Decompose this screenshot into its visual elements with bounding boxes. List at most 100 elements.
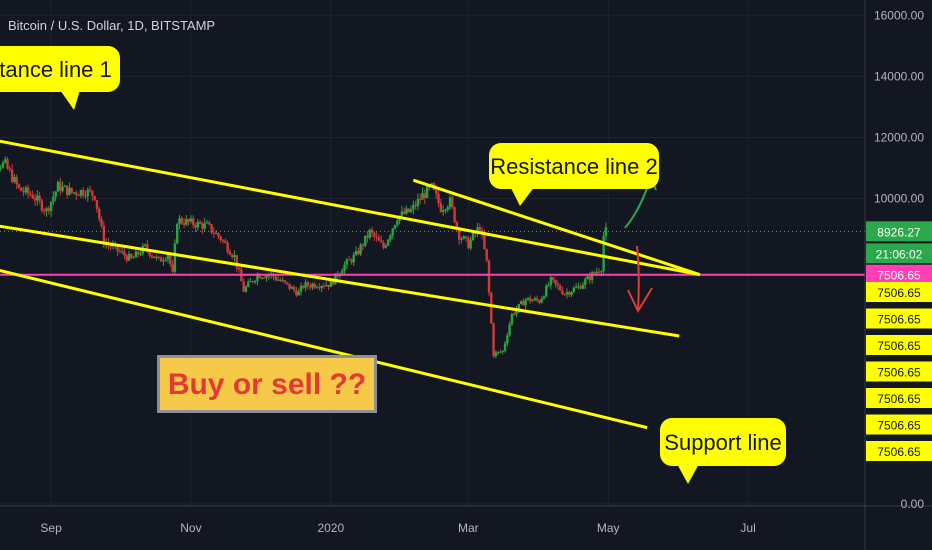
candle-body[interactable] <box>565 292 569 295</box>
candle-body[interactable] <box>327 284 330 287</box>
candle-body[interactable] <box>545 285 548 297</box>
candle-body[interactable] <box>375 236 378 238</box>
candle-body[interactable] <box>400 211 404 216</box>
candle-body[interactable] <box>251 281 255 283</box>
candle-body[interactable] <box>228 251 232 255</box>
callout-support-box[interactable] <box>660 418 786 466</box>
candle-body[interactable] <box>474 233 477 235</box>
candle-body[interactable] <box>391 228 394 236</box>
candle-body[interactable] <box>441 210 445 212</box>
candle-body[interactable] <box>295 290 298 296</box>
candle-body[interactable] <box>263 277 266 279</box>
candle-body[interactable] <box>219 236 222 241</box>
candle-body[interactable] <box>70 187 73 193</box>
candle-body[interactable] <box>155 256 158 259</box>
candle-body[interactable] <box>86 189 89 197</box>
candle-body[interactable] <box>81 190 85 196</box>
candle-body[interactable] <box>405 208 408 214</box>
candle-body[interactable] <box>24 187 28 193</box>
candle-body[interactable] <box>56 181 60 192</box>
candle-body[interactable] <box>377 237 381 241</box>
candle-body[interactable] <box>221 240 225 242</box>
candle-body[interactable] <box>448 197 452 208</box>
candle-body[interactable] <box>467 237 470 249</box>
candle-body[interactable] <box>586 275 589 280</box>
candle-body[interactable] <box>547 285 550 287</box>
resistance-line-2[interactable] <box>412 178 701 277</box>
candle-body[interactable] <box>384 245 388 248</box>
candle-body[interactable] <box>153 256 156 259</box>
candle-body[interactable] <box>132 257 135 259</box>
candle-body[interactable] <box>510 313 514 325</box>
candle-body[interactable] <box>235 255 238 268</box>
candle-body[interactable] <box>125 255 128 261</box>
candle-body[interactable] <box>265 275 268 279</box>
candle-body[interactable] <box>414 204 417 207</box>
candle-body[interactable] <box>492 323 495 357</box>
candle-body[interactable] <box>279 279 282 282</box>
candle-body[interactable] <box>4 159 7 163</box>
candle-body[interactable] <box>519 301 523 305</box>
candle-body[interactable] <box>363 235 367 246</box>
candle-body[interactable] <box>361 244 365 246</box>
candle-body[interactable] <box>203 223 206 229</box>
candle-body[interactable] <box>185 219 188 225</box>
candle-body[interactable] <box>91 190 94 196</box>
candle-body[interactable] <box>178 218 181 225</box>
candle-body[interactable] <box>522 301 525 306</box>
candle-body[interactable] <box>457 227 461 240</box>
candle-body[interactable] <box>350 259 353 263</box>
candle-body[interactable] <box>100 219 103 226</box>
support-line[interactable] <box>0 266 648 430</box>
candle-body[interactable] <box>20 187 23 191</box>
candle-body[interactable] <box>556 283 559 286</box>
candle-body[interactable] <box>75 192 78 195</box>
candle-body[interactable] <box>501 350 504 353</box>
candle-body[interactable] <box>496 351 500 353</box>
candle-body[interactable] <box>26 187 30 194</box>
candle-body[interactable] <box>116 244 119 252</box>
candle-body[interactable] <box>253 280 257 282</box>
candle-body[interactable] <box>570 292 573 295</box>
candle-body[interactable] <box>487 260 491 293</box>
candle-body[interactable] <box>446 207 449 210</box>
candle-body[interactable] <box>258 274 261 279</box>
candle-body[interactable] <box>297 291 300 296</box>
candle-body[interactable] <box>1 162 5 168</box>
candle-body[interactable] <box>535 298 539 301</box>
candle-body[interactable] <box>233 255 236 258</box>
candle-body[interactable] <box>322 286 326 288</box>
candle-body[interactable] <box>38 195 41 201</box>
candle-body[interactable] <box>604 227 608 237</box>
candle-body[interactable] <box>476 227 479 234</box>
trendlines[interactable] <box>0 137 865 430</box>
candle-body[interactable] <box>315 287 319 289</box>
candle-body[interactable] <box>558 285 562 291</box>
candle-body[interactable] <box>292 286 296 291</box>
candle-body[interactable] <box>485 248 488 261</box>
candle-body[interactable] <box>61 186 64 192</box>
candle-body[interactable] <box>343 264 346 271</box>
candle-body[interactable] <box>437 194 440 204</box>
candle-body[interactable] <box>331 281 335 285</box>
candle-body[interactable] <box>198 221 202 224</box>
candle-body[interactable] <box>471 233 475 240</box>
candle-body[interactable] <box>542 296 546 299</box>
candle-body[interactable] <box>201 223 204 229</box>
candle-body[interactable] <box>444 209 447 211</box>
candle-body[interactable] <box>460 238 463 240</box>
candle-body[interactable] <box>354 250 358 255</box>
candle-body[interactable] <box>205 222 209 224</box>
candle-body[interactable] <box>10 169 14 182</box>
candle-body[interactable] <box>478 227 482 230</box>
candle-body[interactable] <box>214 233 218 235</box>
candle-body[interactable] <box>533 298 537 301</box>
candle-body[interactable] <box>524 299 527 306</box>
candle-body[interactable] <box>382 242 385 248</box>
candle-body[interactable] <box>593 272 596 274</box>
candle-body[interactable] <box>231 254 234 258</box>
candle-body[interactable] <box>157 256 161 258</box>
candle-body[interactable] <box>169 254 172 265</box>
candle-body[interactable] <box>529 297 532 302</box>
candle-body[interactable] <box>146 244 149 251</box>
